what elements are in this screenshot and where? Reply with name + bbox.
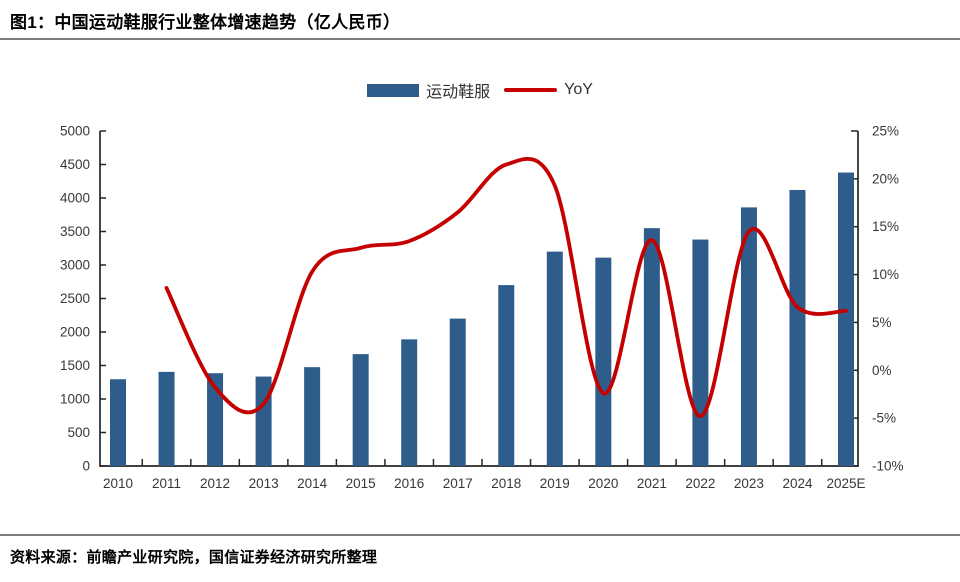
bar-2020 [595, 257, 612, 466]
left-axis-tick-label: 2000 [60, 325, 90, 340]
bar-2019 [546, 251, 563, 466]
legend-line-swatch [504, 88, 558, 92]
x-axis-category-label: 2015 [346, 476, 376, 491]
source-note: 资料来源：前瞻产业研究院，国信证券经济研究所整理 [10, 549, 378, 566]
x-axis-category-label: 2021 [637, 476, 667, 491]
x-axis-category-label: 2012 [200, 476, 230, 491]
x-axis-category-label: 2024 [782, 476, 813, 491]
right-axis-tick-label: 10% [872, 267, 899, 282]
x-axis-category-label: 2017 [443, 476, 473, 491]
bar-2013 [255, 376, 272, 466]
left-axis-tick-label: 500 [67, 425, 90, 440]
left-axis-tick-label: 0 [82, 459, 90, 474]
chart-legend: 运动鞋服 YoY [0, 80, 960, 101]
figure-title: 图1：中国运动鞋服行业整体增速趋势（亿人民币） [10, 13, 401, 32]
x-axis-category-label: 2019 [540, 476, 570, 491]
left-axis-tick-label: 1000 [60, 392, 90, 407]
left-axis-tick-label: 3500 [60, 224, 90, 239]
bar-2021 [643, 228, 660, 466]
bar-2023 [740, 207, 757, 466]
bar-2015 [352, 354, 369, 466]
yoy-line [164, 156, 848, 419]
x-axis-category-label: 2022 [685, 476, 715, 491]
bar-2011 [158, 371, 175, 466]
x-axis-category-label: 2023 [734, 476, 764, 491]
x-axis-category-label: 2020 [588, 476, 618, 491]
bar-2024 [789, 189, 806, 466]
right-axis-tick-label: 20% [872, 171, 899, 186]
left-axis-tick-label: 2500 [60, 291, 90, 306]
x-axis-category-label: 2010 [103, 476, 133, 491]
bar-2014 [304, 367, 321, 466]
x-axis-category-label: 2014 [297, 476, 328, 491]
left-axis-tick-label: 3000 [60, 258, 90, 273]
footer-divider [0, 534, 960, 536]
legend-bar-label: 运动鞋服 [426, 84, 491, 101]
right-axis-tick-label: -5% [872, 411, 896, 426]
title-divider [0, 38, 960, 40]
bar-2010 [110, 379, 126, 466]
x-axis-category-label: 2018 [491, 476, 521, 491]
x-axis-category-label: 2016 [394, 476, 424, 491]
legend-line-label: YoY [564, 81, 593, 98]
left-axis-tick-label: 4000 [60, 191, 90, 206]
bar-2017 [449, 318, 466, 466]
bar-2018 [498, 285, 515, 466]
right-axis-tick-label: 0% [872, 363, 892, 378]
bar-2012 [207, 373, 224, 466]
x-axis-category-label: 2025E [826, 476, 865, 491]
bar-2016 [401, 339, 418, 466]
right-axis-tick-label: 5% [872, 315, 892, 330]
left-axis-tick-label: 5000 [60, 124, 90, 139]
left-axis-tick-label: 1500 [60, 358, 90, 373]
right-axis-tick-label: 15% [872, 219, 899, 234]
bar-2025E [838, 172, 854, 467]
right-axis-tick-label: -10% [872, 459, 904, 474]
x-axis-category-label: 2013 [249, 476, 279, 491]
left-axis-tick-label: 4500 [60, 157, 90, 172]
legend-bar-swatch [367, 83, 420, 97]
x-axis-category-label: 2011 [152, 476, 181, 491]
bar-2022 [692, 239, 709, 466]
right-axis-tick-label: 25% [872, 124, 899, 139]
